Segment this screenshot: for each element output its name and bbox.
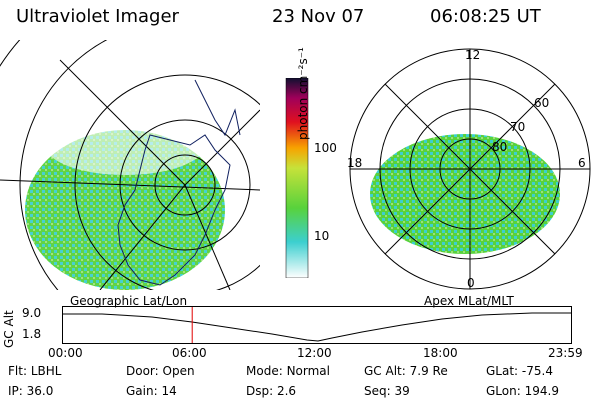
mlt-label-12: 12 (465, 48, 481, 62)
status-seq: Seq: 39 (364, 384, 410, 398)
mlt-label-6: 6 (578, 156, 586, 170)
status-ip: IP: 36.0 (8, 384, 54, 398)
mlt-aurora-oval (370, 134, 560, 254)
alt-plot-ylabel: GC Alt (2, 310, 16, 348)
colorbar (285, 78, 309, 278)
geographic-image (0, 40, 260, 290)
status-glon: GLon: 194.9 (486, 384, 559, 398)
mlt-panel-label: Apex MLat/MLT (424, 294, 514, 308)
header-time: 06:08:25 UT (430, 6, 541, 27)
alt-xtick-1200: 12:00 (297, 346, 332, 360)
alt-xtick-0600: 06:00 (172, 346, 207, 360)
alt-xtick-1800: 18:00 (423, 346, 458, 360)
status-dsp: Dsp: 2.6 (246, 384, 297, 398)
alt-ytick-9: 9.0 (22, 306, 42, 320)
alt-ytick-1-8: 1.8 (22, 327, 42, 341)
alt-xtick-2359: 23:59 (548, 346, 583, 360)
geo-panel-label: Geographic Lat/Lon (70, 294, 188, 308)
header-date: 23 Nov 07 (272, 6, 365, 27)
mlat-label-70: 70 (510, 120, 526, 134)
mlat-label-60: 60 (534, 96, 550, 110)
colorbar-tick-100: 100 (314, 141, 337, 155)
mlt-label-0: 0 (467, 276, 475, 290)
colorbar-unit: photon cm⁻²s⁻¹ (296, 47, 310, 140)
mlat-label-80: 80 (492, 140, 508, 154)
status-door: Door: Open (126, 364, 195, 378)
status-mode: Mode: Normal (246, 364, 330, 378)
altitude-plot (62, 306, 572, 344)
status-flt: Flt: LBHL (8, 364, 62, 378)
mlt-label-18: 18 (347, 156, 363, 170)
status-gc-alt: GC Alt: 7.9 Re (364, 364, 448, 378)
instrument-title: Ultraviolet Imager (16, 6, 179, 27)
status-gain: Gain: 14 (126, 384, 177, 398)
alt-xtick-0000: 00:00 (48, 346, 83, 360)
status-glat: GLat: -75.4 (486, 364, 553, 378)
altitude-curve (62, 312, 571, 342)
colorbar-tick-10: 10 (314, 229, 330, 243)
mlt-image (349, 48, 591, 290)
antarctica-outline (117, 134, 231, 286)
